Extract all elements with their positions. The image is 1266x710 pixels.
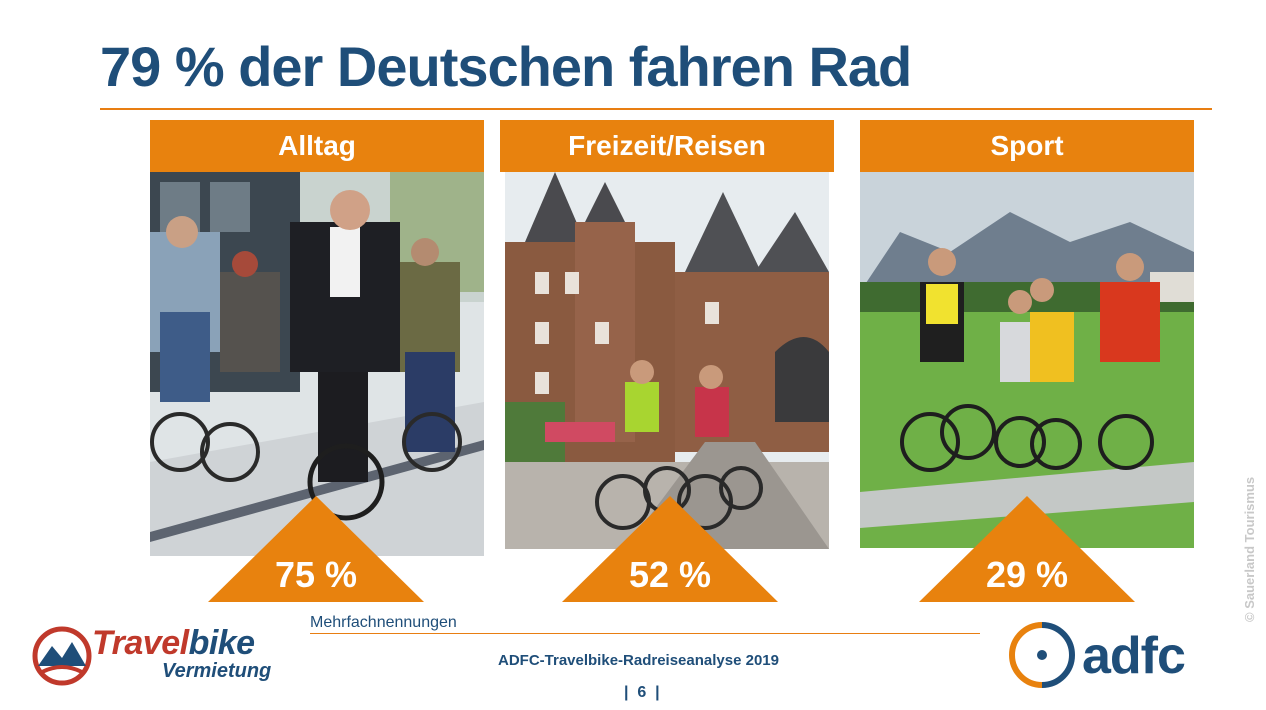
footnote-multiple-answers: Mehrfachnennungen bbox=[310, 614, 457, 631]
percent-sport: 29 % bbox=[985, 554, 1069, 595]
panel-sport: Sport bbox=[860, 120, 1194, 548]
travelbike-logo: Travelbike Vermietung bbox=[30, 622, 290, 688]
page-number: | 6 | bbox=[624, 684, 660, 701]
panel-freizeit-reisen: Freizeit/Reisen bbox=[500, 120, 834, 549]
panel-header-alltag: Alltag bbox=[150, 120, 484, 172]
panel-alltag: Alltag bbox=[150, 120, 484, 556]
panel-header-sport: Sport bbox=[860, 120, 1194, 172]
photo-credit: © Sauerland Tourismus bbox=[1242, 476, 1257, 622]
travelbike-subtitle: Vermietung bbox=[162, 660, 272, 682]
photo-urban-commuters bbox=[150, 172, 484, 556]
source-line: ADFC-Travelbike-Radreiseanalyse 2019 bbox=[498, 652, 779, 669]
adfc-wordmark: adfc bbox=[1082, 627, 1186, 685]
panel-header-freizeit-reisen: Freizeit/Reisen bbox=[500, 120, 834, 172]
travelbike-word-bike: bike bbox=[188, 624, 256, 662]
photo-castle-touring bbox=[505, 172, 829, 549]
percent-alltag: 75 % bbox=[274, 554, 358, 595]
travelbike-wordmark: Travelbike bbox=[92, 624, 255, 663]
percent-triangle-sport: 29 % bbox=[919, 496, 1135, 602]
percent-triangle-alltag: 75 % bbox=[208, 496, 424, 602]
adfc-logo: adfc bbox=[1004, 620, 1214, 690]
footer-divider bbox=[310, 633, 980, 634]
travelbike-word-travel: Travel bbox=[92, 624, 189, 662]
adfc-circle-icon bbox=[1009, 622, 1075, 688]
travelbike-mountain-icon bbox=[32, 626, 92, 686]
percent-freizeit-reisen: 52 % bbox=[628, 554, 712, 595]
title-divider bbox=[100, 108, 1212, 110]
photo-road-racing bbox=[860, 172, 1194, 548]
percent-triangle-freizeit-reisen: 52 % bbox=[562, 496, 778, 602]
slide-title: 79 % der Deutschen fahren Rad bbox=[100, 35, 912, 98]
